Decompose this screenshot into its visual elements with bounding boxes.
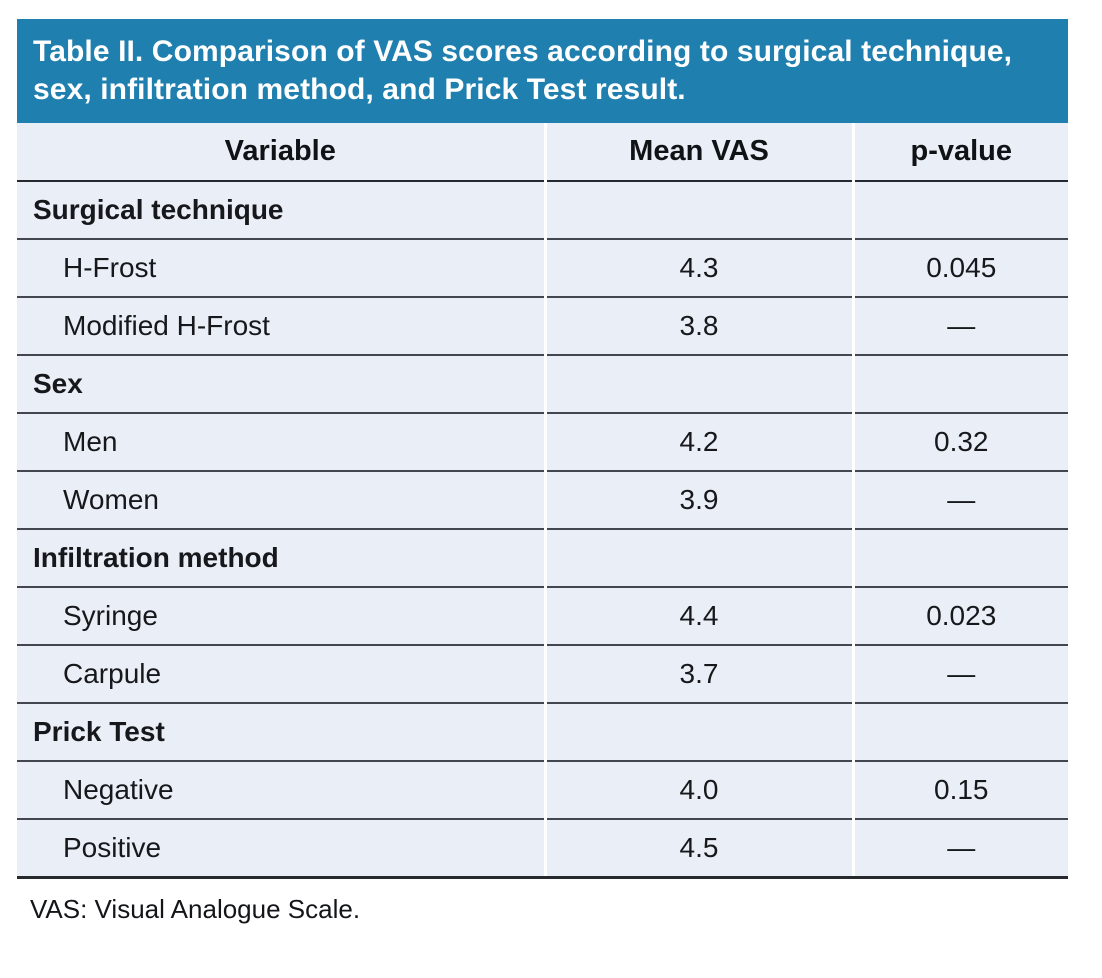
empty-cell: [851, 528, 1068, 587]
row-mean-vas: 3.9: [543, 470, 853, 529]
data-table: Variable Mean VAS p-value Surgical techn…: [17, 123, 1068, 879]
row-p-value: 0.023: [851, 586, 1068, 645]
row-mean-vas: 3.8: [543, 296, 853, 355]
column-header-variable: Variable: [17, 123, 545, 182]
section-label: Infiltration method: [17, 528, 545, 587]
section-label: Prick Test: [17, 702, 545, 761]
row-mean-vas: 4.2: [543, 412, 853, 471]
section-row: Prick Test: [17, 702, 1068, 761]
row-variable: Positive: [17, 818, 545, 879]
row-p-value: 0.15: [851, 760, 1068, 819]
row-p-value: 0.045: [851, 238, 1068, 297]
table-row: Women 3.9—: [17, 470, 1068, 529]
row-mean-vas: 4.3: [543, 238, 853, 297]
table-header: Variable Mean VAS p-value: [17, 123, 1068, 182]
row-p-value: —: [851, 644, 1068, 703]
table-title: Table II. Comparison of VAS scores accor…: [17, 19, 1068, 123]
table-body: Surgical technique H-Frost 4.3 0.045 Modifie…: [17, 181, 1068, 879]
row-variable: H-Frost: [17, 238, 545, 297]
table-row: Syringe 4.4 0.023: [17, 586, 1068, 645]
section-row: Surgical technique: [17, 181, 1068, 239]
row-variable: Women: [17, 470, 545, 529]
table-row: Modified H-Frost 3.8—: [17, 296, 1068, 355]
section-label: Surgical technique: [17, 181, 545, 239]
row-variable: Modified H-Frost: [17, 296, 545, 355]
vas-comparison-table: Table II. Comparison of VAS scores accor…: [17, 19, 1068, 925]
row-variable: Men: [17, 412, 545, 471]
row-mean-vas: 4.4: [543, 586, 853, 645]
table-row: Positive 4.5—: [17, 818, 1068, 879]
row-p-value: —: [851, 296, 1068, 355]
section-row: Sex: [17, 354, 1068, 413]
row-p-value: 0.32: [851, 412, 1068, 471]
column-header-mean-vas: Mean VAS: [543, 123, 853, 182]
empty-cell: [851, 181, 1068, 239]
empty-cell: [543, 181, 853, 239]
row-p-value: —: [851, 470, 1068, 529]
table-footnote: VAS: Visual Analogue Scale.: [30, 894, 361, 924]
empty-cell: [543, 702, 853, 761]
row-mean-vas: 3.7: [543, 644, 853, 703]
empty-cell: [543, 528, 853, 587]
table-row: H-Frost 4.3 0.045: [17, 238, 1068, 297]
column-header-p-value: p-value: [851, 123, 1068, 182]
section-label: Sex: [17, 354, 545, 413]
row-variable: Syringe: [17, 586, 545, 645]
table-row: Negative 4.0 0.15: [17, 760, 1068, 819]
table-row: Carpule 3.7—: [17, 644, 1068, 703]
empty-cell: [543, 354, 853, 413]
row-variable: Carpule: [17, 644, 545, 703]
row-p-value: —: [851, 818, 1068, 879]
section-row: Infiltration method: [17, 528, 1068, 587]
table-row: Men 4.2 0.32: [17, 412, 1068, 471]
row-mean-vas: 4.0: [543, 760, 853, 819]
row-mean-vas: 4.5: [543, 818, 853, 879]
empty-cell: [851, 354, 1068, 413]
row-variable: Negative: [17, 760, 545, 819]
header-row: Variable Mean VAS p-value: [17, 123, 1068, 182]
empty-cell: [851, 702, 1068, 761]
